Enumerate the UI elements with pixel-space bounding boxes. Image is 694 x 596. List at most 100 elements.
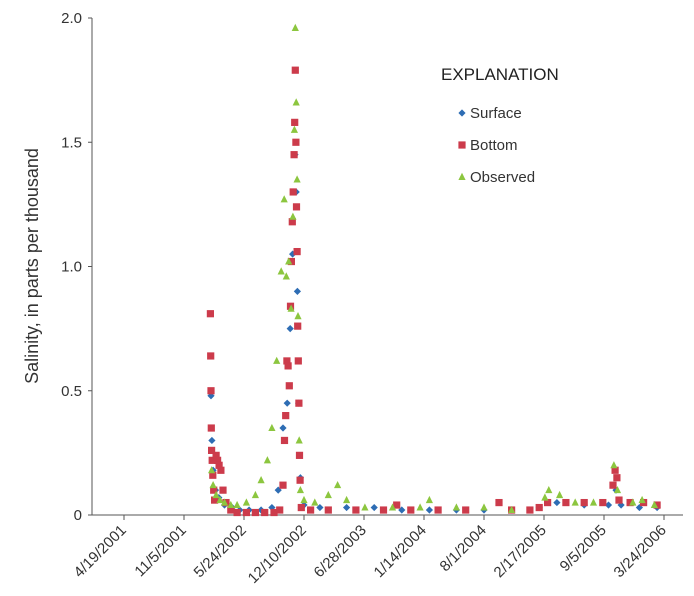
bottom-point: [214, 456, 222, 464]
legend-item-bottom: Bottom: [458, 137, 518, 154]
observed-point: [311, 498, 319, 506]
observed-point: [291, 23, 299, 31]
y-tick-label: 0.5: [61, 383, 82, 400]
bottom-point: [615, 496, 623, 504]
surface-point: [208, 436, 216, 445]
bottom-point: [210, 486, 218, 494]
observed-point: [294, 312, 302, 320]
observed-point: [280, 195, 288, 203]
bottom-point: [227, 506, 235, 514]
bottom-point: [285, 382, 293, 390]
bottom-point: [276, 506, 284, 514]
observed-point: [216, 495, 224, 504]
y-axis-ticks: 0 0.5 1.0 1.5 2.0: [61, 10, 92, 524]
observed-point: [209, 480, 217, 489]
observed-point: [650, 500, 658, 509]
surface-point: [635, 503, 643, 512]
observed-point: [613, 485, 622, 494]
bottom-point: [242, 508, 250, 517]
surface-point: [553, 498, 561, 507]
y-axis-title: Salinity, in parts per thousand: [22, 148, 42, 384]
legend-title: EXPLANATION: [441, 65, 559, 84]
observed-point: [257, 476, 265, 484]
bottom-point: [379, 506, 388, 514]
observed-point: [296, 485, 304, 494]
observed-point: [452, 503, 460, 511]
bottom-point: [207, 424, 215, 432]
y-tick-label: 1.5: [61, 134, 82, 151]
observed-point: [282, 272, 290, 280]
bottom-point: [292, 138, 300, 146]
bottom-point: [611, 466, 619, 474]
observed-point: [425, 495, 433, 504]
y-tick-label: 0: [74, 507, 82, 524]
bottom-point: [217, 466, 225, 474]
bottom-point: [307, 506, 315, 514]
bottom-point: [295, 451, 304, 459]
bottom-point: [352, 506, 360, 514]
legend-item-surface: Surface: [458, 105, 522, 122]
observed-point: [508, 505, 516, 514]
surface-point: [207, 392, 215, 400]
legend-item-observed: Observed: [458, 169, 535, 186]
observed-point: [300, 495, 308, 504]
observed-point: [233, 500, 241, 509]
observed-point: [343, 495, 351, 504]
bottom-point: [293, 247, 301, 256]
bottom-point: [292, 203, 301, 211]
surface-point: [268, 503, 276, 512]
bottom-point: [261, 508, 269, 517]
bottom-point: [544, 498, 552, 507]
bottom-point: [613, 474, 621, 482]
observed-point: [545, 485, 553, 494]
legend: EXPLANATION Surface Bottom Observed: [441, 65, 559, 186]
observed-point: [334, 480, 342, 489]
bottom-point: [219, 486, 227, 494]
observed-point: [361, 503, 369, 511]
surface-point: [289, 250, 297, 258]
bottom-point: [393, 501, 401, 509]
bottom-point: [526, 506, 534, 514]
surface-point: [316, 503, 324, 512]
observed-point: [212, 490, 220, 499]
bottom-point: [284, 362, 292, 370]
bottom-point: [296, 476, 304, 484]
observed-point: [289, 212, 297, 220]
bottom-point: [206, 310, 214, 318]
bottom-point: [280, 436, 289, 445]
observed-point: [571, 498, 579, 506]
observed-point: [638, 495, 646, 504]
bottom-point: [626, 498, 634, 507]
surface-point: [370, 503, 378, 512]
legend-marker-bottom: [458, 141, 466, 149]
bottom-point: [289, 188, 297, 196]
bottom-point: [434, 506, 442, 514]
observed-point: [293, 175, 301, 183]
observed-point: [242, 498, 250, 506]
bottom-point: [209, 471, 217, 479]
bottom-point: [251, 508, 259, 517]
surface-point: [274, 486, 282, 494]
observed-point: [324, 490, 332, 499]
surface-point: [279, 424, 287, 432]
bottom-point: [291, 66, 299, 74]
data-points: [206, 23, 661, 517]
bottom-point: [609, 481, 617, 489]
surface-point: [286, 325, 294, 333]
bottom-point: [294, 322, 302, 330]
observed-point: [610, 461, 618, 469]
bottom-point: [208, 446, 216, 454]
observed-point: [220, 498, 229, 506]
bottom-point: [207, 387, 215, 395]
bottom-point: [212, 451, 220, 459]
observed-point: [268, 423, 276, 432]
observed-point: [285, 257, 293, 265]
bottom-point: [211, 496, 219, 504]
legend-label: Observed: [470, 169, 535, 186]
observed-point: [480, 503, 488, 511]
bottom-point: [215, 461, 223, 469]
observed-point: [263, 456, 271, 464]
observed-point: [589, 498, 598, 506]
legend-label: Surface: [470, 105, 522, 122]
